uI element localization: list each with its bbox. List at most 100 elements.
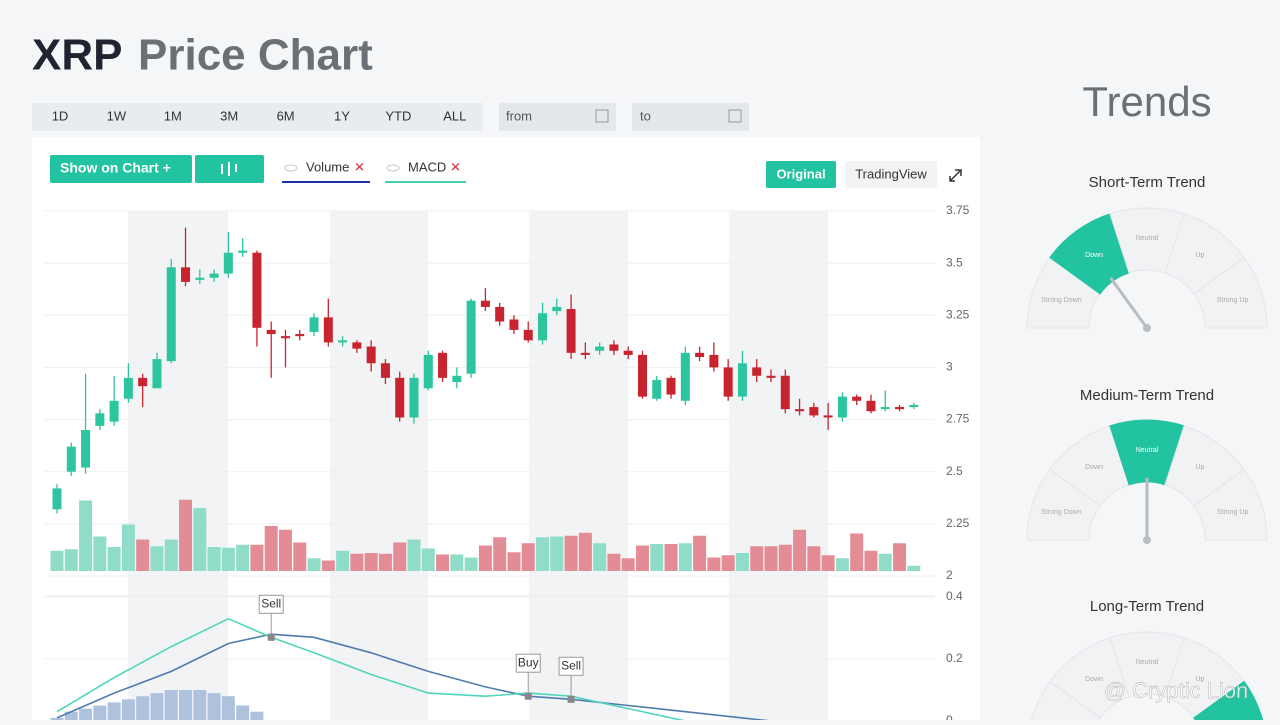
range-button[interactable]: 1M — [164, 108, 182, 123]
expand-icon[interactable] — [949, 169, 962, 182]
y-tick-label: 0 — [946, 713, 953, 720]
candle-body — [223, 252, 233, 274]
candle-body — [95, 413, 105, 426]
candle-body — [480, 300, 490, 307]
candle-body — [609, 344, 619, 351]
button-label: TradingView — [855, 166, 927, 181]
title-strong: XRP — [32, 31, 122, 80]
candle-body — [438, 352, 448, 378]
candle-body — [852, 396, 862, 401]
volume-bar — [136, 539, 150, 571]
candle-body — [195, 277, 205, 280]
range-button[interactable]: YTD — [385, 108, 411, 123]
volume-bar — [664, 544, 678, 571]
candle-body — [780, 375, 790, 410]
range-button[interactable]: 1Y — [334, 108, 350, 123]
volume-bar — [64, 549, 78, 571]
gauge-label: Up — [1195, 252, 1204, 259]
gauge-label: Strong Down — [1041, 509, 1082, 516]
candle-body — [538, 313, 548, 341]
trends-title: Trends — [1082, 78, 1211, 125]
gauge-title: Medium-Term Trend — [1080, 387, 1214, 404]
gauge-hub — [1143, 324, 1151, 332]
candle-body — [252, 252, 262, 328]
signal-label: Sell — [561, 658, 581, 672]
calendar-icon — [728, 109, 742, 123]
candle-body — [623, 350, 633, 355]
signal-box — [515, 653, 541, 673]
range-button[interactable]: ALL — [443, 108, 466, 123]
volume-bar — [621, 558, 635, 571]
watermark: @ Cryptic Lion — [1104, 678, 1249, 703]
volume-bar — [350, 553, 364, 571]
volume-bar — [707, 557, 721, 571]
volume-bar — [478, 545, 492, 571]
volume-bar — [678, 543, 692, 571]
candle-body — [723, 367, 733, 397]
candle-body — [637, 354, 647, 397]
gauge-label: Down — [1085, 464, 1103, 471]
gauge-label: Neutral — [1136, 659, 1159, 666]
button-label: Show on Chart + — [60, 160, 171, 176]
gauge-title: Long-Term Trend — [1090, 598, 1204, 615]
volume-bar — [821, 555, 835, 571]
volume-bar — [393, 542, 407, 571]
volume-bar — [550, 536, 564, 571]
y-tick-label: 2 — [946, 568, 953, 582]
candle-body — [523, 329, 533, 341]
range-button[interactable]: 3M — [220, 108, 238, 123]
indicator-tab[interactable]: MACD — [408, 159, 446, 174]
volume-bar — [721, 555, 735, 571]
candle-body — [652, 379, 662, 399]
indicator-tab[interactable]: Volume — [306, 159, 349, 174]
histogram-bar — [93, 705, 107, 721]
volume-bar — [650, 544, 664, 571]
candle-icon — [221, 162, 237, 176]
candle-body — [280, 336, 290, 339]
signal-marker — [567, 695, 575, 703]
original-button[interactable] — [766, 161, 836, 188]
candle-body — [580, 352, 590, 355]
volume-bar — [793, 529, 807, 571]
volume-bar — [293, 542, 307, 571]
candle-body — [81, 430, 91, 468]
candle-body — [880, 407, 890, 410]
to-placeholder: to — [640, 108, 651, 123]
volume-bar — [521, 543, 535, 571]
from-placeholder: from — [506, 108, 532, 123]
volume-bar — [107, 547, 121, 571]
range-button[interactable]: 6M — [277, 108, 295, 123]
candle-body — [423, 354, 433, 389]
range-button[interactable]: 1D — [52, 108, 69, 123]
volume-bar — [150, 546, 164, 571]
volume-bar — [807, 546, 821, 571]
signal-label: Buy — [518, 655, 539, 669]
gauge-label: Strong Down — [1041, 297, 1082, 304]
volume-bar — [250, 544, 264, 571]
y-tick-label: 2.5 — [946, 464, 963, 478]
volume-bar — [693, 535, 707, 571]
range-button[interactable]: 1W — [107, 108, 127, 123]
candle-body — [52, 488, 62, 510]
candle-body — [895, 407, 905, 410]
band — [529, 211, 628, 725]
eye-icon[interactable] — [386, 164, 400, 172]
remove-icon[interactable]: ✕ — [450, 159, 461, 174]
candle-body — [809, 407, 819, 416]
show-on-chart-button[interactable] — [50, 155, 192, 183]
volume-bar — [421, 548, 435, 571]
volume-bar — [893, 543, 907, 571]
candle-body — [238, 250, 248, 253]
candle-body — [552, 306, 562, 312]
histogram-bar — [107, 702, 121, 721]
candle-body — [366, 346, 376, 364]
volume-bar — [450, 554, 464, 571]
gauge-segment — [1193, 256, 1268, 329]
volume-bar — [336, 550, 350, 571]
candle-body — [495, 306, 505, 322]
tradingview-button[interactable] — [845, 161, 937, 188]
eye-icon[interactable] — [284, 164, 298, 172]
candle-body — [409, 377, 419, 418]
candle-body — [123, 377, 133, 399]
remove-icon[interactable]: ✕ — [354, 159, 365, 174]
